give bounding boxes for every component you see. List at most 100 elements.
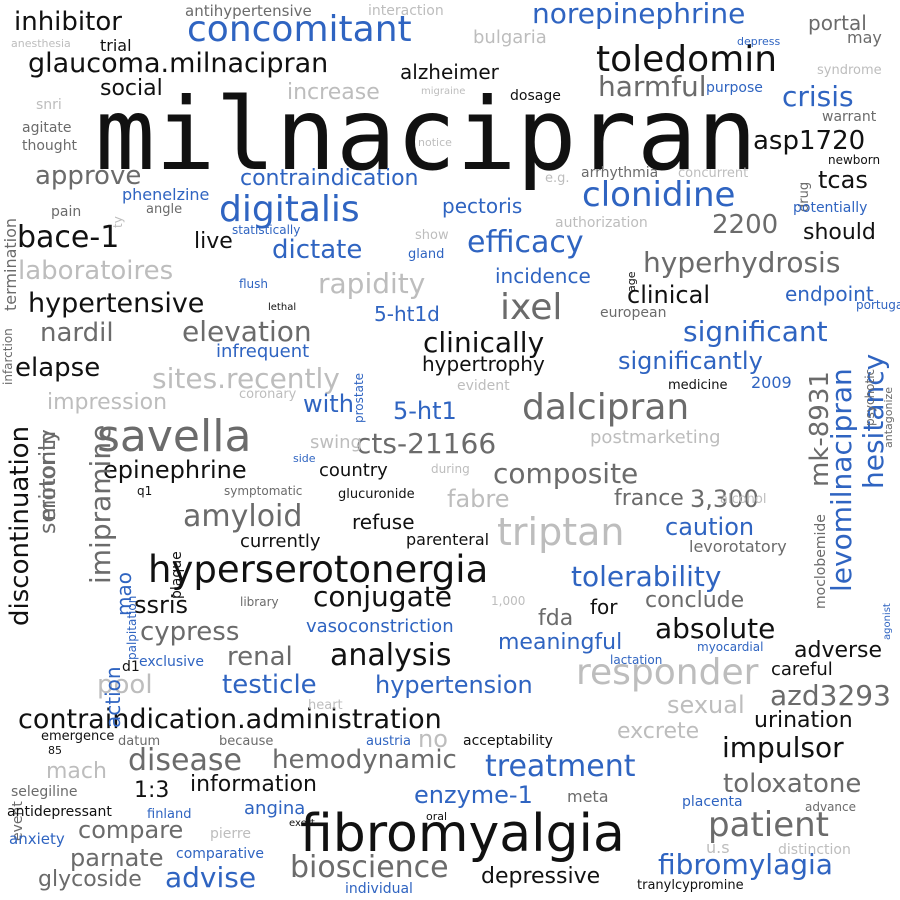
word-caution: caution: [665, 513, 755, 541]
word-psychotic: psychotic: [863, 368, 877, 426]
word-gland: gland: [408, 247, 445, 262]
word-enzyme-1: enzyme-1: [414, 781, 533, 809]
word-2009: 2009: [751, 373, 792, 392]
word-portugal: portugal: [856, 298, 900, 312]
word-conjugate: conjugate: [313, 580, 452, 613]
word-rapidity: rapidity: [318, 267, 426, 300]
word-information: information: [190, 772, 317, 797]
word-3-300: 3,300: [690, 485, 759, 513]
word-for: for: [590, 595, 618, 619]
word-thought: thought: [22, 138, 78, 154]
word-postmarketing: postmarketing: [590, 427, 721, 448]
word-approve: approve: [35, 161, 142, 191]
word-live: live: [194, 229, 233, 254]
word-portal: portal: [808, 11, 867, 35]
word-currently: currently: [240, 531, 321, 552]
word-newborn: newborn: [828, 153, 881, 167]
word-urination: urination: [754, 708, 853, 733]
word-datum: datum: [118, 734, 161, 749]
word-1-000: 1,000: [491, 594, 526, 608]
word-individual: individual: [345, 881, 413, 897]
word-nardil: nardil: [40, 318, 114, 348]
word-arrhythmia: arrhythmia: [581, 165, 659, 181]
word-hyperserotonergia: hyperserotonergia: [148, 548, 489, 591]
word-elevation: elevation: [182, 315, 312, 348]
word-meta: meta: [567, 787, 609, 806]
word-imipramine: imipramine: [84, 424, 117, 584]
word-excrete: excrete: [617, 719, 700, 744]
word-migraine: migraine: [421, 86, 466, 97]
word-authorization: authorization: [555, 215, 648, 231]
word-myocardial: myocardial: [697, 640, 764, 654]
word-discontinuation: discontinuation: [5, 425, 35, 626]
word-snri: snri: [36, 97, 62, 113]
word-pain: pain: [51, 204, 82, 220]
word-termination: termination: [1, 217, 20, 311]
word-may: may: [847, 28, 882, 47]
word-testicle: testicle: [222, 670, 317, 700]
word-patient: patient: [708, 805, 829, 845]
word-careful: careful: [771, 659, 833, 680]
word-notice: notice: [418, 136, 452, 149]
word-pectoris: pectoris: [442, 194, 523, 218]
word-advance: advance: [805, 800, 857, 814]
word-agitate: agitate: [22, 120, 72, 136]
word-agonist: agonist: [882, 603, 893, 640]
word-levorotatory: levorotatory: [689, 537, 787, 556]
word-infrequent: infrequent: [216, 341, 310, 362]
word-prostate: prostate: [352, 372, 366, 423]
word-antagonize: antagonize: [882, 386, 895, 448]
word-clonidine: clonidine: [582, 175, 736, 215]
word-depressive: depressive: [481, 864, 601, 889]
word-emergence: emergence: [41, 729, 115, 744]
word-e-g: e.g.: [545, 171, 570, 186]
word-parnate: parnate: [70, 844, 164, 872]
word-depress: depress: [737, 35, 781, 48]
word-triptan: triptan: [497, 510, 625, 554]
word-asp1720: asp1720: [753, 126, 866, 156]
word-adverse: adverse: [794, 638, 883, 663]
word-mach: mach: [46, 759, 107, 784]
word-social: social: [100, 76, 163, 101]
word-distinction: distinction: [778, 842, 851, 858]
word-action: action: [101, 666, 125, 728]
word-compare: compare: [78, 816, 184, 844]
word-fibromyalgia: fibromyalgia: [300, 804, 625, 864]
word-medicine: medicine: [668, 378, 728, 393]
word-show: show: [415, 228, 449, 243]
word-anesthesia: anesthesia: [11, 37, 71, 50]
word-cts-21166: cts-21166: [356, 427, 497, 460]
word-anxiety: anxiety: [9, 830, 65, 848]
word-infarction: infarction: [1, 328, 15, 385]
word-acceptability: acceptability: [463, 733, 553, 749]
word-1-3: 1:3: [134, 778, 170, 803]
word-palpitation: palpitation: [125, 595, 139, 661]
word-dictate: dictate: [272, 235, 363, 265]
word-5-ht1: 5-ht1: [393, 397, 457, 425]
word-hyperhydrosis: hyperhydrosis: [643, 246, 841, 279]
word-elapse: elapse: [15, 353, 101, 383]
word-france: france: [614, 486, 684, 511]
word-ty: ty: [111, 216, 125, 229]
word-fibromylagia: fibromylagia: [658, 848, 833, 881]
word-significantly: significantly: [618, 347, 763, 375]
word-european: european: [600, 305, 667, 321]
word-glaucoma-milnacipran: glaucoma.milnacipran: [28, 48, 329, 79]
word-mk-8931: mk-8931: [805, 371, 835, 488]
word-increase: increase: [287, 80, 380, 105]
word-warrant: warrant: [822, 109, 877, 125]
word-angle: angle: [146, 202, 183, 217]
word-lethal: lethal: [268, 302, 297, 313]
word-tcas: tcas: [818, 166, 868, 194]
word-amyloid: amyloid: [183, 499, 303, 534]
word-laboratoires: laboratoires: [18, 256, 174, 286]
word-responder: responder: [576, 652, 759, 693]
word-dalcipran: dalcipran: [522, 387, 690, 428]
word-placenta: placenta: [682, 794, 743, 810]
word-treatment: treatment: [485, 749, 636, 784]
word-finland: finland: [147, 807, 192, 822]
word-significant: significant: [683, 315, 828, 348]
word-meaningful: meaningful: [498, 630, 623, 655]
word-hypertension: hypertension: [375, 671, 533, 699]
word-antihypertensive: antihypertensive: [185, 2, 312, 20]
